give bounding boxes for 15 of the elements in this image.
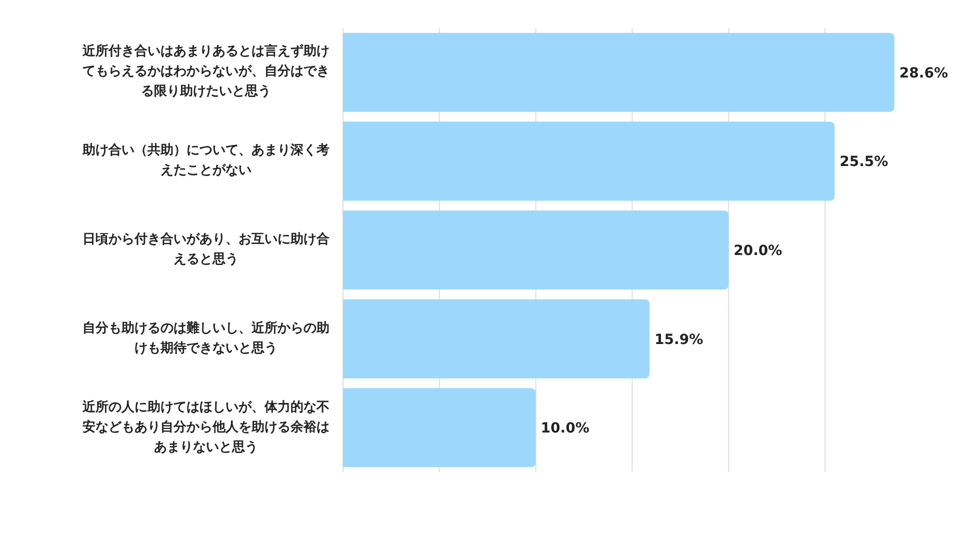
bar — [343, 32, 894, 112]
y-tick-label: 自分も助けるのは難しいし、近所からの助けも期待できないと思う — [82, 320, 330, 358]
bar — [343, 388, 536, 468]
bar — [343, 299, 650, 378]
y-tick-label: 近所付き合いはあまりあるとは言えず助けてもらえるかはわからないが、自分はできる限り助けたいと思う — [82, 42, 330, 102]
bar — [343, 210, 729, 290]
y-tick-label: 助け合い（共助）について、あまり深く考えたことがない — [81, 142, 330, 180]
y-tick-label: 日頃から付き合いがあり、お互いに助け合えると思う — [82, 230, 330, 269]
data-label: 25.5% — [840, 154, 888, 170]
data-label: 15.9% — [654, 332, 704, 348]
bar — [343, 122, 835, 201]
y-tick-label: 近所の人に助けてはほしいが、体力的な不安などもあり自分から他人を助ける余裕はあまりないと思う — [82, 398, 330, 457]
data-label: 20.0% — [734, 243, 782, 259]
data-label: 10.0% — [540, 420, 590, 437]
data-label: 28.6% — [899, 65, 948, 82]
